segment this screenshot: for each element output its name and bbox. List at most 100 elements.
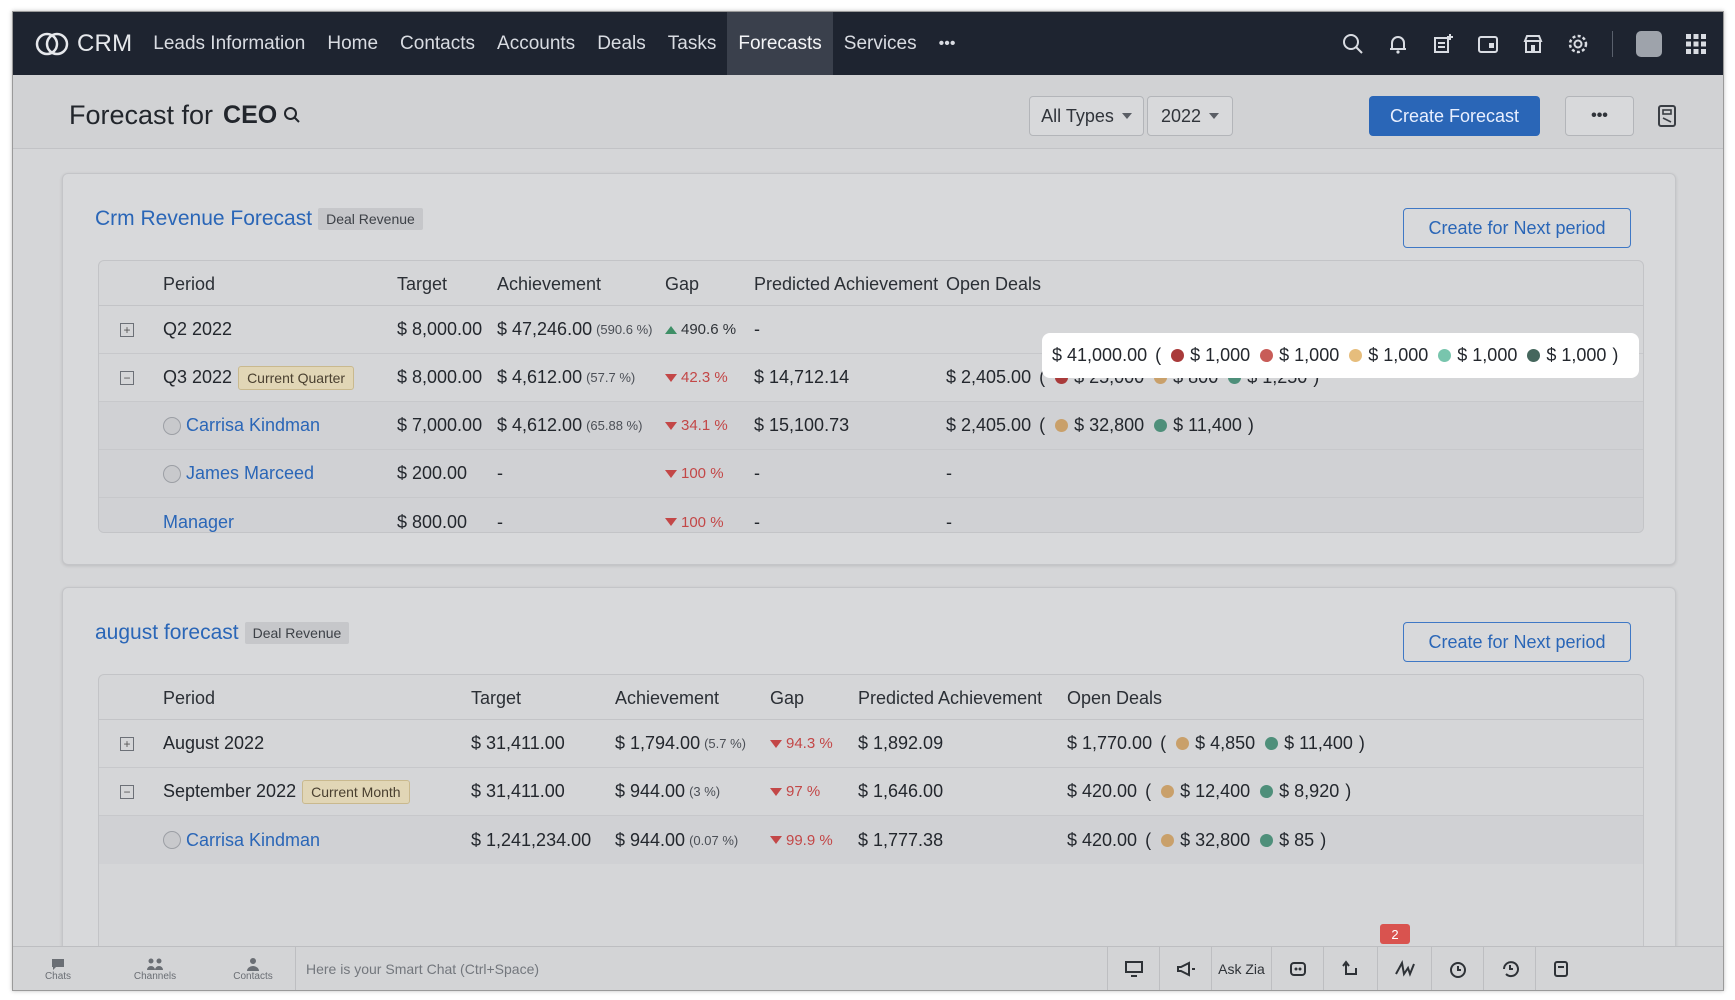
deal-stage-amount: $ 8,920 xyxy=(1279,781,1340,801)
calendar-icon[interactable] xyxy=(1477,33,1499,55)
smart-chat-input[interactable]: Here is your Smart Chat (Ctrl+Space) xyxy=(295,947,1105,990)
table-row[interactable]: Manager $ 800.00 - 100 % - - xyxy=(99,498,1643,532)
channels-button[interactable]: Channels xyxy=(125,947,185,990)
nav-more-button[interactable]: ••• xyxy=(938,34,956,52)
calculator-icon[interactable] xyxy=(1657,105,1677,132)
create-next-period-button[interactable]: Create for Next period xyxy=(1403,622,1631,662)
year-filter-dropdown[interactable]: 2022 xyxy=(1147,96,1233,136)
forecast-name-link[interactable]: Crm Revenue Forecast xyxy=(95,207,313,230)
column-header[interactable]: Predicted Achievement xyxy=(858,687,1043,708)
open-deals-cell[interactable]: $ 1,770.00 ($ 4,850 $ 11,400) xyxy=(1067,720,1365,767)
nav-item-services[interactable]: Services xyxy=(843,32,917,54)
forecast-user[interactable]: CEO xyxy=(223,101,278,129)
signature-icon[interactable] xyxy=(1377,947,1431,990)
target-value: $ 800.00 xyxy=(397,511,468,532)
open-deals-cell[interactable]: $ 420.00 ($ 32,800 $ 85) xyxy=(1067,816,1326,864)
row-toggle[interactable]: + xyxy=(120,720,134,767)
achievement-value: $ 4,612.00 xyxy=(497,367,583,387)
type-filter-dropdown[interactable]: All Types xyxy=(1029,96,1144,136)
open-deals-cell[interactable]: $ 2,405.00 ($ 32,800 $ 11,400) xyxy=(946,402,1254,449)
more-options-button[interactable]: ••• xyxy=(1565,96,1634,136)
open-deals-cell[interactable]: $ 420.00 ($ 12,400 $ 8,920) xyxy=(1067,768,1351,815)
row-toggle[interactable]: − xyxy=(120,768,134,815)
chats-button[interactable]: Chats xyxy=(33,947,83,990)
forecast-name-link[interactable]: august forecast xyxy=(95,621,239,644)
column-header[interactable]: Achievement xyxy=(615,687,720,708)
deal-stage-dot-icon xyxy=(1438,349,1452,362)
period-cell: James Marceed xyxy=(163,450,314,497)
period-user-link[interactable]: James Marceed xyxy=(186,463,315,483)
contacts-button[interactable]: Contacts xyxy=(223,947,283,990)
open-deals-cell[interactable]: - xyxy=(946,450,952,497)
gap-value: 490.6 % xyxy=(681,321,737,338)
row-toggle[interactable]: + xyxy=(120,306,134,353)
nav-item-forecasts[interactable]: Forecasts xyxy=(727,12,833,75)
period-name: August 2022 xyxy=(163,733,265,753)
megaphone-icon[interactable] xyxy=(1159,947,1211,990)
chat-bubble-icon xyxy=(52,958,64,970)
nav-item-tasks[interactable]: Tasks xyxy=(667,32,717,54)
settings-gear-icon[interactable] xyxy=(1567,33,1589,55)
chats-label: Chats xyxy=(44,970,72,982)
deal-stage-dot-icon xyxy=(1260,349,1274,362)
nav-item-home[interactable]: Home xyxy=(327,32,379,54)
column-header[interactable]: Gap xyxy=(770,687,805,708)
collapse-minus-icon[interactable]: − xyxy=(120,784,134,799)
table-row[interactable]: + Q2 2022 $ 8,000.00 $ 47,246.00 (590.6 %) 49… xyxy=(99,306,1643,354)
screen-share-icon[interactable] xyxy=(1107,947,1159,990)
zia-bot-icon[interactable] xyxy=(1271,947,1323,990)
notes-icon[interactable] xyxy=(1535,947,1585,990)
expand-plus-icon[interactable]: + xyxy=(120,736,134,751)
table-row[interactable]: + August 2022 $ 31,411.00 $ 1,794.00 (5.7 %)… xyxy=(99,720,1643,768)
deal-stage-dot-icon xyxy=(1154,419,1168,432)
redo-action-icon[interactable] xyxy=(1323,947,1377,990)
column-header[interactable]: Period xyxy=(163,273,216,294)
column-header[interactable]: Open Deals xyxy=(946,273,1042,294)
column-header[interactable]: Gap xyxy=(665,273,700,294)
predicted-value: $ 1,646.00 xyxy=(858,781,944,801)
table-row[interactable]: Carrisa Kindman $ 1,241,234.00 $ 944.00 (0.… xyxy=(99,816,1643,864)
row-toggle[interactable]: − xyxy=(120,354,134,401)
nav-item-leads-information[interactable]: Leads Information xyxy=(153,32,306,54)
alarm-clock-icon[interactable] xyxy=(1431,947,1483,990)
target-value: $ 31,411.00 xyxy=(471,733,565,753)
nav-item-contacts[interactable]: Contacts xyxy=(400,32,476,54)
period-user-link[interactable]: Manager xyxy=(163,511,235,532)
history-icon[interactable] xyxy=(1483,947,1535,990)
gap-cell: 42.3 % xyxy=(665,354,728,401)
collapse-minus-icon[interactable]: − xyxy=(120,370,134,385)
add-entry-icon[interactable] xyxy=(1432,33,1454,55)
table-row[interactable]: − September 2022 Current Month $ 31,411.00 $… xyxy=(99,768,1643,816)
nav-item-accounts[interactable]: Accounts xyxy=(497,32,576,54)
column-header[interactable]: Period xyxy=(163,687,216,708)
search-icon[interactable] xyxy=(1342,33,1364,55)
ask-zia-button[interactable]: Ask Zia xyxy=(1211,947,1271,990)
user-avatar[interactable] xyxy=(1636,30,1662,57)
column-header[interactable]: Open Deals xyxy=(1067,687,1163,708)
column-header[interactable]: Predicted Achievement xyxy=(754,273,939,294)
open-deals-highlight[interactable]: $ 41,000.00 ( $ 1,000 $ 1,000 $ 1,000 $ 1,0… xyxy=(1042,333,1639,378)
deal-stage-amount: $ 1,000 xyxy=(1368,345,1429,365)
marketplace-icon[interactable] xyxy=(1522,33,1544,55)
create-next-period-button[interactable]: Create for Next period xyxy=(1403,208,1631,248)
predicted-value: - xyxy=(754,319,760,339)
column-header[interactable]: Target xyxy=(397,273,448,294)
target-value: $ 200.00 xyxy=(397,463,468,483)
create-forecast-button[interactable]: Create Forecast xyxy=(1369,96,1540,136)
table-header-row: Period Target Achievement Gap Predicted Achi… xyxy=(99,261,1643,306)
expand-plus-icon[interactable]: + xyxy=(120,322,134,337)
user-search-icon[interactable] xyxy=(283,100,301,131)
period-user-link[interactable]: Carrisa Kindman xyxy=(186,415,321,435)
column-header[interactable]: Target xyxy=(471,687,522,708)
open-deals-cell[interactable]: - xyxy=(946,498,952,532)
bell-icon[interactable] xyxy=(1387,33,1409,55)
close-paren: ) xyxy=(1345,781,1352,801)
achievement-percent: (3 %) xyxy=(689,784,721,799)
apps-grid-icon[interactable] xyxy=(1685,33,1707,55)
crm-logo[interactable]: CRM xyxy=(35,30,132,58)
nav-item-deals[interactable]: Deals xyxy=(597,32,646,54)
column-header[interactable]: Achievement xyxy=(497,273,602,294)
period-user-link[interactable]: Carrisa Kindman xyxy=(186,829,321,850)
table-row[interactable]: James Marceed $ 200.00 - 100 % - - xyxy=(99,450,1643,498)
table-row[interactable]: Carrisa Kindman $ 7,000.00 $ 4,612.00 (65.8… xyxy=(99,402,1643,450)
